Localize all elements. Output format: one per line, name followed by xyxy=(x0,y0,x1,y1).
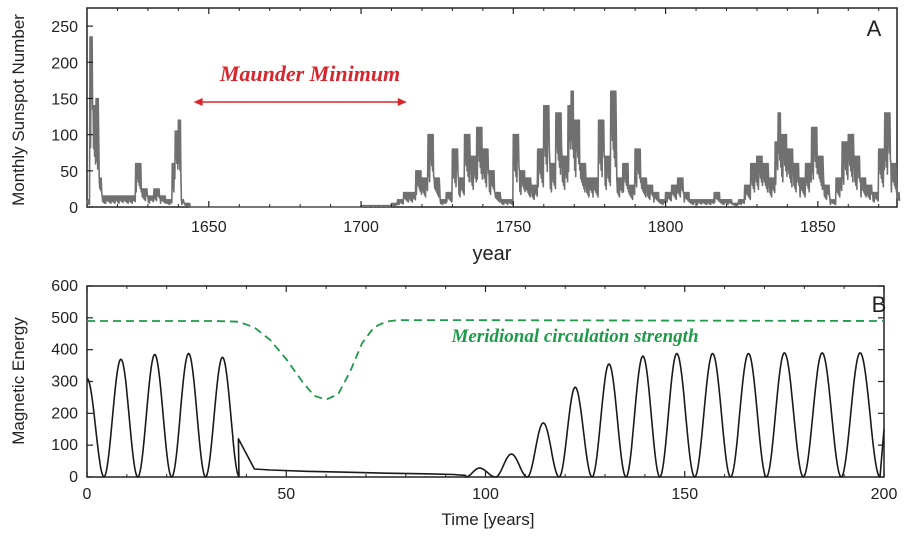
panel-a-x-axis-label: year xyxy=(473,243,512,265)
panel-a-letter: A xyxy=(867,16,882,41)
magnetic-energy-line xyxy=(86,352,885,478)
panel-a: 1650 1700 1750 1800 1850 0 50 100 150 200 250 A y… xyxy=(9,7,901,265)
panel-a-y-tick-label: 150 xyxy=(51,91,78,108)
panel-b-y-tick-label: 300 xyxy=(51,374,78,391)
panel-b-frame xyxy=(86,285,885,478)
panel-b-y-tick-label: 100 xyxy=(51,437,78,454)
panel-a-y-tick-label: 100 xyxy=(51,128,78,145)
panel-a-y-tick-label: 50 xyxy=(60,164,78,181)
sunspot-series-line xyxy=(86,36,901,208)
panel-b-y-tick-label: 0 xyxy=(69,469,78,486)
maunder-arrow-head-left xyxy=(193,98,203,106)
maunder-minimum-annotation: Maunder Minimum xyxy=(193,61,407,106)
panel-b-x-tick-label: 50 xyxy=(277,486,295,503)
panel-b-x-tick-label: 0 xyxy=(83,486,92,503)
panel-b-y-tick-label: 500 xyxy=(51,310,78,327)
maunder-arrow-head-right xyxy=(397,98,407,106)
panel-a-y-tick-label: 0 xyxy=(69,200,78,217)
panel-b-y-axis-label: Magnetic Energy xyxy=(9,317,28,445)
panel-b-x-tick-label: 150 xyxy=(671,486,698,503)
meridional-circulation-label: Meridional circulation strength xyxy=(450,326,698,347)
panel-a-x-tick-label: 1700 xyxy=(343,219,379,236)
panel-a-series xyxy=(86,36,901,208)
panel-a-x-tick-label: 1850 xyxy=(800,219,836,236)
panel-a-y-ticks: 0 50 100 150 200 250 xyxy=(51,19,93,217)
panel-b-x-axis-label: Time [years] xyxy=(442,510,535,529)
panel-b-y-tick-label: 600 xyxy=(51,278,78,295)
panel-b-series xyxy=(86,319,885,478)
panel-a-x-tick-label: 1750 xyxy=(496,219,532,236)
panel-b-x-tick-label: 100 xyxy=(472,486,499,503)
meridional-circulation-line xyxy=(87,319,885,401)
panel-a-y-tick-label: 250 xyxy=(51,19,78,36)
panel-a-y-tick-label: 200 xyxy=(51,55,78,72)
maunder-minimum-label: Maunder Minimum xyxy=(219,61,400,86)
panel-b-letter: B xyxy=(872,292,887,317)
panel-b-x-ticks: 0 50 100 150 200 xyxy=(83,286,898,503)
panel-a-x-ticks: 1650 1700 1750 1800 1850 xyxy=(116,8,880,236)
panel-b-y-ticks: 0 100 200 300 400 500 600 xyxy=(51,278,884,486)
panel-b: 0 50 100 150 200 0 100 200 300 400 500 600 B Time … xyxy=(9,278,897,529)
panel-a-x-tick-label: 1650 xyxy=(191,219,227,236)
panel-b-x-tick-label: 200 xyxy=(871,486,898,503)
panel-b-y-tick-label: 400 xyxy=(51,342,78,359)
panel-a-y-axis-label: Monthly Sunspot Number xyxy=(9,14,28,206)
panel-a-frame xyxy=(86,7,898,208)
panel-a-x-tick-label: 1800 xyxy=(648,219,684,236)
panel-b-y-tick-label: 200 xyxy=(51,405,78,422)
